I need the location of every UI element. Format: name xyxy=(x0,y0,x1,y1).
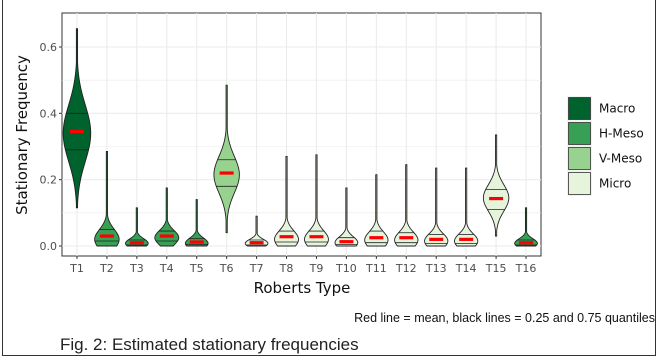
violin-T14 xyxy=(454,167,479,247)
chart-note: Red line = mean, black lines = 0.25 and … xyxy=(354,311,655,325)
violin-body xyxy=(125,207,149,247)
violin-T4 xyxy=(154,187,180,247)
legend-item-macro: Macro xyxy=(567,96,635,121)
violin-T1 xyxy=(62,28,92,209)
violin-T10 xyxy=(334,187,359,247)
x-tick-label: T6 xyxy=(219,262,234,275)
violin-body xyxy=(334,187,359,247)
legend-swatch xyxy=(568,172,591,195)
x-tick-label: T9 xyxy=(309,262,324,275)
legend-swatch xyxy=(568,147,591,170)
x-tick-label: T16 xyxy=(515,262,537,275)
x-tick-label: T13 xyxy=(425,262,447,275)
violin-body xyxy=(394,164,419,247)
legend: Macro H-Meso V-Meso Micro xyxy=(567,96,644,196)
violin-T15 xyxy=(482,134,510,237)
violin-body xyxy=(213,84,240,234)
violin-T2 xyxy=(94,151,120,247)
violin-body xyxy=(94,151,120,247)
violin-body xyxy=(274,156,299,247)
x-axis-title: Roberts Type xyxy=(254,279,351,297)
legend-item-micro: Micro xyxy=(567,171,631,196)
violin-T13 xyxy=(424,167,449,247)
legend-item-h-meso: H-Meso xyxy=(567,121,644,146)
x-tick-label: T15 xyxy=(485,262,507,275)
violin-T12 xyxy=(394,164,419,247)
x-tick-label: T11 xyxy=(365,262,387,275)
x-tick-label: T3 xyxy=(129,262,144,275)
violin-T11 xyxy=(364,174,389,247)
legend-label: H-Meso xyxy=(599,127,644,141)
y-tick-label: 0.4 xyxy=(40,107,58,120)
x-tick-label: T2 xyxy=(99,262,114,275)
violin-chart: 0.0 0.2 0.4 0.6 T1 T2 T3 T4 T5 T6 T7 T8 T9 T10 T11 T12… xyxy=(13,12,644,297)
y-tick-label: 0.6 xyxy=(40,41,58,54)
legend-label: V-Meso xyxy=(599,152,642,166)
x-tick-label: T12 xyxy=(395,262,417,275)
x-tick-label: T8 xyxy=(279,262,294,275)
y-axis: 0.0 0.2 0.4 0.6 xyxy=(40,41,62,253)
violin-body xyxy=(424,167,449,247)
violin-T7 xyxy=(244,215,269,247)
legend-label: Micro xyxy=(599,177,631,191)
x-tick-label: T5 xyxy=(189,262,204,275)
legend-item-v-meso: V-Meso xyxy=(567,146,642,171)
x-tick-label: T1 xyxy=(69,262,84,275)
violin-body xyxy=(514,207,538,247)
y-tick-label: 0.0 xyxy=(40,240,58,253)
violin-T5 xyxy=(184,199,209,247)
violin-body xyxy=(454,167,479,247)
plot-panel xyxy=(61,12,542,257)
y-tick-label: 0.2 xyxy=(40,174,58,187)
violin-body xyxy=(364,174,389,247)
x-tick-label: T14 xyxy=(455,262,477,275)
y-axis-title: Stationary Frequency xyxy=(13,55,31,215)
x-axis: T1 T2 T3 T4 T5 T6 T7 T8 T9 T10 T11 T12 T13 T14 T15 T16 xyxy=(69,256,536,275)
legend-label: Macro xyxy=(599,102,635,116)
violin-body xyxy=(304,154,329,247)
violin-T3 xyxy=(125,207,149,247)
legend-swatch xyxy=(568,122,591,145)
violin-body xyxy=(154,187,180,247)
x-tick-label: T7 xyxy=(249,262,264,275)
x-tick-label: T4 xyxy=(159,262,174,275)
figure-caption: Fig. 2: Estimated stationary frequencies xyxy=(60,335,359,354)
violin-body xyxy=(244,215,269,247)
violin-T8 xyxy=(274,156,299,247)
legend-swatch xyxy=(568,97,591,120)
violin-T6 xyxy=(213,84,240,234)
violin-T16 xyxy=(514,207,538,247)
violins xyxy=(62,28,538,247)
violin-body xyxy=(482,134,510,237)
x-tick-label: T10 xyxy=(335,262,357,275)
violin-T9 xyxy=(304,154,329,247)
violin-body xyxy=(184,199,209,247)
